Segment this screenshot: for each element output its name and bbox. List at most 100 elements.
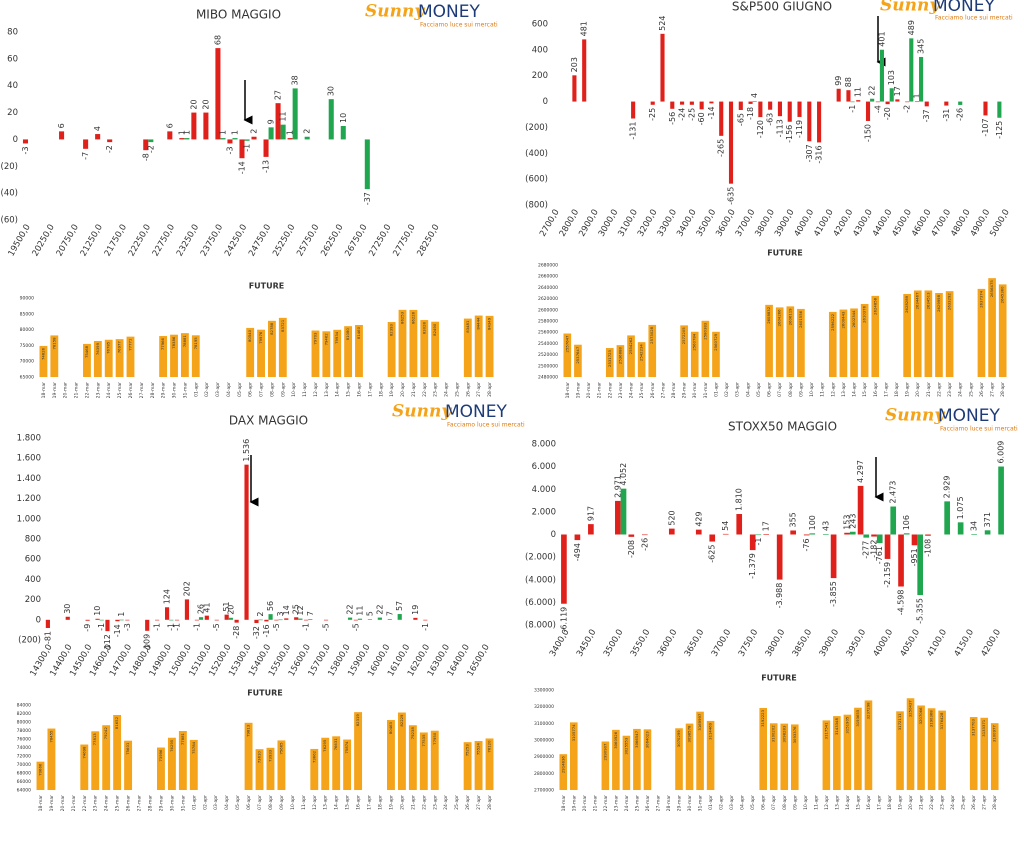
x-tick-label: 24-mar bbox=[104, 795, 110, 811]
bar bbox=[85, 619, 90, 621]
x-tick-label: 27-apr bbox=[476, 382, 482, 397]
value-label: 202 bbox=[182, 581, 191, 596]
x-tick-label: 01-apr bbox=[191, 795, 197, 810]
bar bbox=[680, 101, 685, 105]
bar bbox=[178, 731, 187, 790]
x-tick-label: 18-mar bbox=[38, 795, 44, 811]
bar bbox=[215, 48, 221, 140]
logo-name: MONEY bbox=[445, 402, 508, 422]
chart-title: MIBO MAGGIO bbox=[196, 8, 281, 22]
value-label: 1 bbox=[912, 93, 921, 98]
value-label: -119 bbox=[795, 120, 804, 138]
value-label: 4 bbox=[93, 126, 102, 131]
bar bbox=[284, 618, 289, 620]
y-tick-label: 2560000 bbox=[538, 330, 558, 336]
x-tick-label: 22750,0 bbox=[151, 223, 177, 258]
value-label: 2560729 bbox=[713, 333, 718, 350]
bar bbox=[850, 308, 858, 377]
bar bbox=[969, 717, 978, 790]
bar bbox=[917, 534, 924, 596]
y-tick-label: 3300000 bbox=[534, 688, 554, 694]
y-tick-label: 68000 bbox=[17, 771, 31, 777]
value-label: 77813 bbox=[92, 733, 97, 746]
y-tick-label: (8.000) bbox=[525, 621, 556, 631]
x-tick-label: 27-mar bbox=[137, 795, 143, 811]
y-tick-label: 20 bbox=[7, 108, 18, 118]
value-label: 83721 bbox=[280, 319, 285, 332]
value-label: 20 bbox=[189, 99, 198, 109]
bar bbox=[423, 619, 428, 621]
bar bbox=[660, 33, 665, 102]
value-label: 3098283 bbox=[781, 725, 786, 742]
bar bbox=[997, 101, 1002, 118]
bar bbox=[865, 101, 871, 121]
bar bbox=[917, 705, 925, 790]
value-label: 82490 bbox=[432, 323, 437, 336]
x-tick-label: 25750,0 bbox=[295, 223, 321, 258]
x-tick-label: 22-apr bbox=[936, 382, 942, 397]
value-label: -2 bbox=[105, 145, 114, 153]
bar bbox=[569, 722, 578, 790]
value-label: 76295 bbox=[322, 739, 327, 752]
x-tick-label: 25-mar bbox=[115, 795, 121, 811]
bar bbox=[574, 344, 582, 377]
value-label: 203 bbox=[570, 57, 579, 72]
bar bbox=[944, 501, 950, 535]
value-label: 7 bbox=[385, 611, 394, 616]
bar bbox=[310, 748, 319, 790]
value-label: 3143348 bbox=[834, 718, 839, 735]
bar bbox=[884, 534, 891, 559]
bar bbox=[582, 39, 587, 102]
bar bbox=[277, 740, 286, 790]
value-label: -4.598 bbox=[897, 590, 906, 616]
value-label: 78881 bbox=[182, 335, 187, 348]
bar bbox=[924, 101, 929, 107]
bar bbox=[648, 324, 657, 377]
value-label: 79462 bbox=[323, 333, 328, 346]
bar bbox=[871, 295, 880, 377]
bar bbox=[377, 617, 382, 620]
value-label: 3100202 bbox=[771, 725, 776, 742]
bar bbox=[856, 100, 861, 102]
value-label: 2608832 bbox=[766, 306, 771, 323]
value-label: 345 bbox=[917, 39, 926, 54]
bar bbox=[263, 139, 269, 157]
x-tick-label: 21-apr bbox=[919, 795, 925, 810]
value-label: 73996 bbox=[158, 749, 163, 762]
bar bbox=[105, 619, 110, 632]
bar bbox=[169, 619, 174, 621]
x-tick-label: 30-mar bbox=[169, 795, 175, 811]
value-label: 5 bbox=[365, 611, 374, 616]
bar bbox=[268, 614, 273, 620]
bar bbox=[839, 309, 848, 377]
value-label: 3207066 bbox=[918, 707, 923, 724]
value-label: 22 bbox=[375, 604, 384, 614]
value-label: 2.473 bbox=[889, 481, 898, 504]
value-label: -76 bbox=[802, 538, 811, 551]
x-tick-label: 28-mar bbox=[150, 382, 156, 398]
x-tick-label: 4150,0 bbox=[953, 628, 977, 659]
x-tick-label: 19-mar bbox=[52, 382, 58, 398]
bar bbox=[668, 528, 675, 535]
x-tick-label: 16-apr bbox=[866, 795, 872, 810]
value-label: -951 bbox=[910, 548, 919, 566]
x-tick-label: 26-apr bbox=[971, 795, 977, 810]
bar bbox=[387, 619, 392, 620]
x-tick-label: 14-apr bbox=[334, 795, 340, 810]
value-label: 3114469 bbox=[708, 722, 713, 739]
x-tick-label: 19-apr bbox=[905, 382, 911, 397]
bar bbox=[104, 339, 113, 377]
bar bbox=[685, 723, 694, 790]
x-tick-label: 22250,0 bbox=[127, 223, 153, 258]
bar bbox=[911, 534, 918, 546]
value-label: 75253 bbox=[465, 744, 470, 757]
value-label: 1 bbox=[117, 612, 126, 617]
x-tick-label: 3900,0 bbox=[818, 628, 842, 659]
value-label: 10 bbox=[93, 606, 102, 616]
x-tick-label: 07-apr bbox=[259, 382, 265, 397]
bar bbox=[148, 139, 154, 143]
bar bbox=[628, 534, 635, 537]
bar bbox=[463, 742, 472, 790]
x-tick-label: 04-apr bbox=[745, 382, 751, 397]
value-label: 1.536 bbox=[242, 439, 251, 462]
